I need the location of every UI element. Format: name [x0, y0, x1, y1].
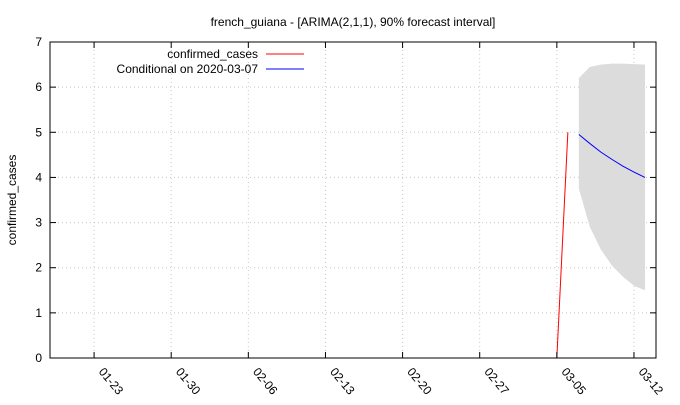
x-tick-label: 01-23 [96, 365, 127, 398]
series-layer [556, 132, 646, 359]
legend-label: Conditional on 2020-03-07 [117, 62, 259, 76]
confirmed-cases-line [556, 132, 569, 359]
y-tick-label: 5 [35, 125, 42, 139]
y-axis-label: confirmed_cases [5, 155, 19, 246]
x-tick-label: 01-30 [173, 365, 204, 398]
x-tick-label: 02-20 [404, 365, 435, 398]
y-tick-label: 6 [35, 80, 42, 94]
forecast-interval-layer [578, 63, 645, 291]
x-tick-label: 02-06 [250, 365, 281, 398]
y-tick-label: 7 [35, 35, 42, 49]
x-tick-label: 03-12 [636, 365, 667, 398]
grid [50, 41, 656, 359]
y-tick-label: 1 [35, 306, 42, 320]
forecast-line [578, 134, 646, 178]
x-tick-label: 02-13 [327, 365, 358, 398]
y-tick-label: 0 [35, 351, 42, 365]
forecast-interval-band [578, 63, 645, 291]
x-tick-label: 03-05 [559, 365, 590, 398]
y-tick-label: 4 [35, 170, 42, 184]
chart-title: french_guiana - [ARIMA(2,1,1), 90% forec… [211, 15, 496, 29]
y-tick-label: 2 [35, 261, 42, 275]
axis-ticks: 0 1 2 3 4 5 6 7 01-23 01-30 02-06 02-13 02-20 02-27 03… [35, 35, 666, 398]
y-tick-label: 3 [35, 216, 42, 230]
legend-label: confirmed_cases [167, 47, 258, 61]
x-tick-label: 02-27 [481, 365, 512, 398]
plot-frame [49, 41, 657, 359]
